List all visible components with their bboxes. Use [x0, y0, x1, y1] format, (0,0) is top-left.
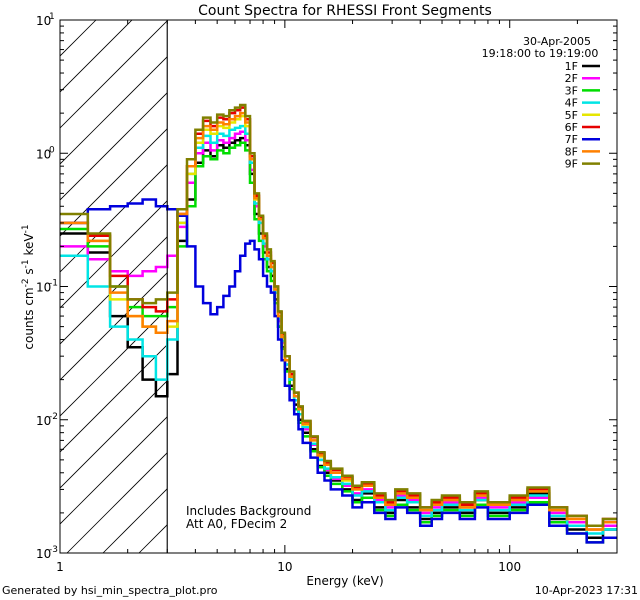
series-line-7F: [60, 198, 617, 544]
hatch-line: [355, 20, 640, 553]
chart-title: Count Spectra for RHESSI Front Segments: [198, 3, 492, 19]
legend-label-4F: 4F: [565, 97, 578, 110]
y-tick-label: 10: [36, 14, 51, 28]
hatch-line: [535, 20, 640, 553]
legend-label-6F: 6F: [565, 121, 578, 134]
legend-label-9F: 9F: [565, 158, 578, 171]
legend-label-8F: 8F: [565, 145, 578, 158]
hatch-line: [427, 20, 640, 553]
generated-by-label: Generated by hsi_min_spectra_plot.pro: [2, 584, 218, 597]
x-tick-label: 1: [56, 560, 64, 574]
y-label-exponent: -2: [21, 278, 31, 287]
legend-label-5F: 5F: [565, 109, 578, 122]
y-tick-exponent: -2: [49, 412, 58, 422]
legend-label-1F: 1F: [565, 60, 578, 73]
hatch-line: [60, 56, 168, 165]
hatch-line: [60, 20, 168, 129]
y-axis-label-text: counts cm-2 s-1 keV-1: [21, 224, 36, 349]
x-tick-label: 10: [277, 560, 292, 574]
annotation-attenuator: Att A0, FDecim 2: [186, 517, 287, 531]
y-tick-exponent: 1: [49, 12, 55, 22]
y-label-unit: s: [22, 268, 36, 278]
hatch-line: [60, 200, 168, 309]
hatch-line: [571, 20, 640, 553]
y-tick-exponent: -1: [49, 279, 58, 289]
hatch-line: [247, 20, 640, 553]
y-axis-label: counts cm-2 s-1 keV-1: [21, 224, 36, 349]
x-axis-label: Energy (keV): [306, 574, 383, 588]
hatch-line: [60, 272, 168, 381]
y-tick-label: 10: [36, 547, 51, 561]
date-label: 30-Apr-2005: [523, 35, 591, 48]
hatch-line: [102, 488, 168, 553]
legend-label-2F: 2F: [565, 72, 578, 85]
hatch-line: [60, 344, 168, 453]
x-tick-label: 100: [498, 560, 521, 574]
series-line-1F: [60, 136, 617, 540]
hatch-line: [60, 416, 168, 525]
annotation-background: Includes Background: [186, 504, 311, 518]
time-range-label: 19:18:00 to 19:19:00: [482, 47, 599, 60]
y-tick-exponent: -3: [49, 545, 58, 555]
hatch-line: [319, 20, 640, 553]
hatch-line: [60, 380, 168, 489]
y-tick-label: 10: [36, 281, 51, 295]
y-label-unit: counts cm: [22, 287, 36, 349]
series-group: [60, 103, 617, 544]
hatch-line: [66, 452, 168, 553]
y-tick-exponent: 0: [49, 145, 55, 155]
timestamp-label: 10-Apr-2023 17:31: [535, 584, 638, 597]
y-tick-label: 10: [36, 147, 51, 161]
legend-label-7F: 7F: [565, 133, 578, 146]
y-label-exponent: -1: [21, 259, 31, 268]
hatch-line: [60, 92, 168, 201]
legend-label-3F: 3F: [565, 84, 578, 97]
y-tick-label: 10: [36, 414, 51, 428]
y-label-exponent: -1: [21, 224, 31, 233]
hatch-line: [60, 308, 168, 417]
hatch-line: [391, 20, 640, 553]
series-line-9F: [60, 103, 617, 528]
y-label-unit: keV: [22, 233, 36, 260]
series-line-8F: [60, 111, 617, 531]
series-line-4F: [60, 124, 617, 535]
